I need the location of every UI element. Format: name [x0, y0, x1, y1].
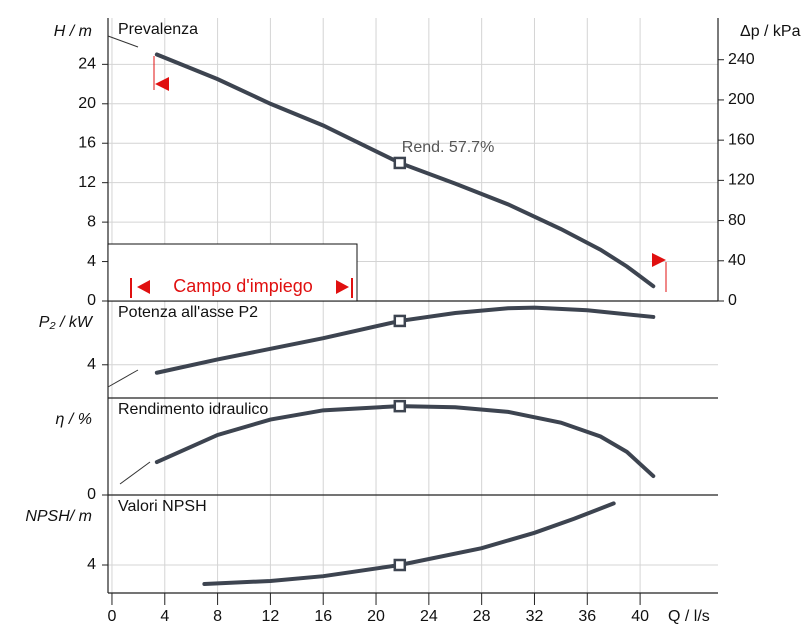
x-tick-label: 0: [108, 608, 117, 625]
range-arrow: [137, 280, 150, 294]
y-tick-label: 16: [78, 134, 96, 151]
panel-title: Valori NPSH: [118, 498, 207, 515]
y-tick-label: 4: [87, 556, 96, 573]
duty-point: [393, 558, 407, 572]
y-tick-label: 4: [87, 253, 96, 270]
x-tick-label: 24: [420, 608, 438, 625]
range-box: Campo d'impiego: [107, 243, 358, 302]
curve: [154, 52, 656, 289]
x-tick-label: 16: [314, 608, 332, 625]
y-tick-label: 24: [78, 56, 96, 73]
y2-axis-label: Δp / kPa: [740, 23, 801, 40]
limit-markers: [153, 56, 667, 292]
x-tick-label: 4: [160, 608, 169, 625]
curve: [154, 404, 656, 479]
x-tick-label: 8: [213, 608, 222, 625]
y-tick-label: 0: [87, 292, 96, 309]
range-arrow: [336, 280, 349, 294]
leader-line: [107, 35, 139, 48]
y-tick-label: 20: [78, 95, 96, 112]
y-axis-label: P₂ / kW: [39, 314, 94, 331]
duty-point: [393, 314, 407, 328]
limit-arrow: [155, 77, 169, 91]
x-tick-label: 28: [473, 608, 491, 625]
y2-tick-label: 160: [728, 131, 755, 148]
x-tick-label: 12: [262, 608, 280, 625]
x-tick-label: 36: [578, 608, 596, 625]
panel-title: Prevalenza: [118, 21, 198, 38]
x-tick-label: 20: [367, 608, 385, 625]
limit-arrow: [652, 253, 666, 267]
y2-tick-label: 80: [728, 212, 746, 229]
leader-line: [107, 369, 139, 388]
duty-point: [393, 399, 407, 413]
y-tick-label: 4: [87, 356, 96, 373]
curve: [202, 501, 616, 587]
y2-tick-label: 0: [728, 292, 737, 309]
x-axis-label: Q / l/s: [668, 608, 710, 625]
y2-tick-label: 120: [728, 172, 755, 189]
x-tick-label: 40: [631, 608, 649, 625]
efficiency-annotation: Rend. 57.7%: [402, 139, 495, 156]
duty-point: [393, 156, 407, 170]
y-axis-label: NPSH/ m: [25, 508, 92, 525]
y-axis-label: η / %: [56, 411, 92, 428]
y-tick-label: 8: [87, 213, 96, 230]
y2-tick-label: 200: [728, 91, 755, 108]
range-label: Campo d'impiego: [173, 276, 313, 296]
curve: [154, 305, 656, 375]
x-tick-label: 32: [526, 608, 544, 625]
y-tick-label: 0: [87, 486, 96, 503]
panel-title: Rendimento idraulico: [118, 401, 268, 418]
y2-tick-label: 240: [728, 51, 755, 68]
y-tick-label: 12: [78, 174, 96, 191]
leader-line: [119, 461, 151, 485]
plot-layer: 0481216202404080120160200240PrevalenzaH …: [25, 21, 800, 625]
panel-title: Potenza all'asse P2: [118, 304, 258, 321]
y2-tick-label: 40: [728, 252, 746, 269]
y-axis-label: H / m: [54, 23, 92, 40]
